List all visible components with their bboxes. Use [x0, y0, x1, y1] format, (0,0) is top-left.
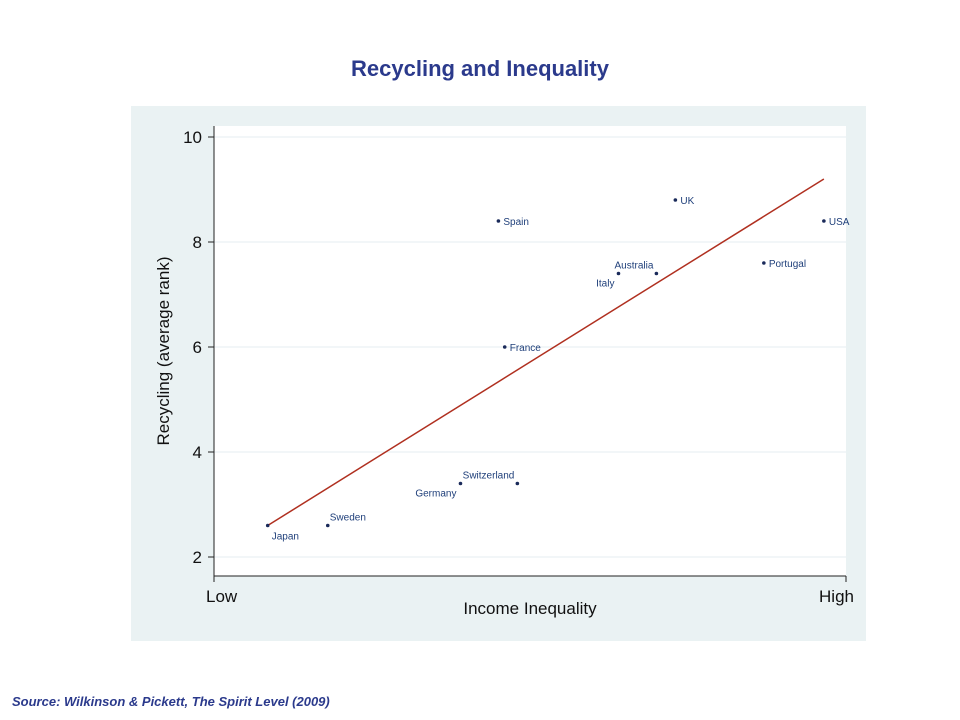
data-point — [822, 219, 826, 223]
point-label: Australia — [614, 261, 653, 272]
source-note: Source: Wilkinson & Pickett, The Spirit … — [12, 694, 330, 709]
point-label: UK — [680, 196, 694, 207]
point-label: Portugal — [769, 259, 806, 270]
data-point — [616, 271, 621, 276]
data-point — [515, 481, 520, 486]
data-point — [762, 261, 766, 265]
y-tick-label: 6 — [193, 338, 202, 357]
fit-line — [267, 178, 825, 527]
data-point — [458, 481, 463, 486]
data-point — [654, 271, 659, 276]
y-tick-label: 4 — [193, 443, 202, 462]
data-point — [325, 523, 330, 528]
x-tick-label: High — [819, 587, 854, 606]
y-tick-label: 2 — [193, 548, 202, 567]
data-point — [673, 198, 678, 202]
point-label: Italy — [596, 279, 614, 290]
y-ticks: 2 4 6 8 10 — [183, 128, 214, 567]
data-point — [502, 345, 507, 349]
data-point — [265, 523, 270, 528]
points-layer: Japan Sweden Germany Switzerland France Spain… — [265, 196, 850, 543]
x-ticks: Low High — [206, 576, 854, 606]
data-point — [496, 219, 501, 223]
plot-area — [214, 126, 846, 576]
point-label: France — [510, 343, 542, 354]
x-tick-label: Low — [206, 587, 238, 606]
page-title: Recycling and Inequality — [351, 56, 609, 81]
y-tick-label: 10 — [183, 128, 202, 147]
scatter-chart-svg: 2 4 6 8 10 Low High Japan Sweden Germany Switzer… — [131, 106, 866, 641]
point-label: Switzerland — [463, 471, 515, 482]
y-tick-label: 8 — [193, 233, 202, 252]
point-label: Spain — [503, 217, 529, 228]
point-label: Japan — [272, 532, 299, 543]
point-label: Germany — [415, 489, 456, 500]
gridlines — [214, 136, 846, 558]
fit-line-layer — [267, 178, 825, 527]
y-axis-label: Recycling (average rank) — [154, 257, 173, 446]
chart: 2 4 6 8 10 Low High Japan Sweden Germany Switzer… — [131, 106, 866, 641]
point-label: USA — [829, 217, 850, 228]
point-label: Sweden — [330, 513, 366, 524]
x-axis-label: Income Inequality — [463, 599, 597, 618]
